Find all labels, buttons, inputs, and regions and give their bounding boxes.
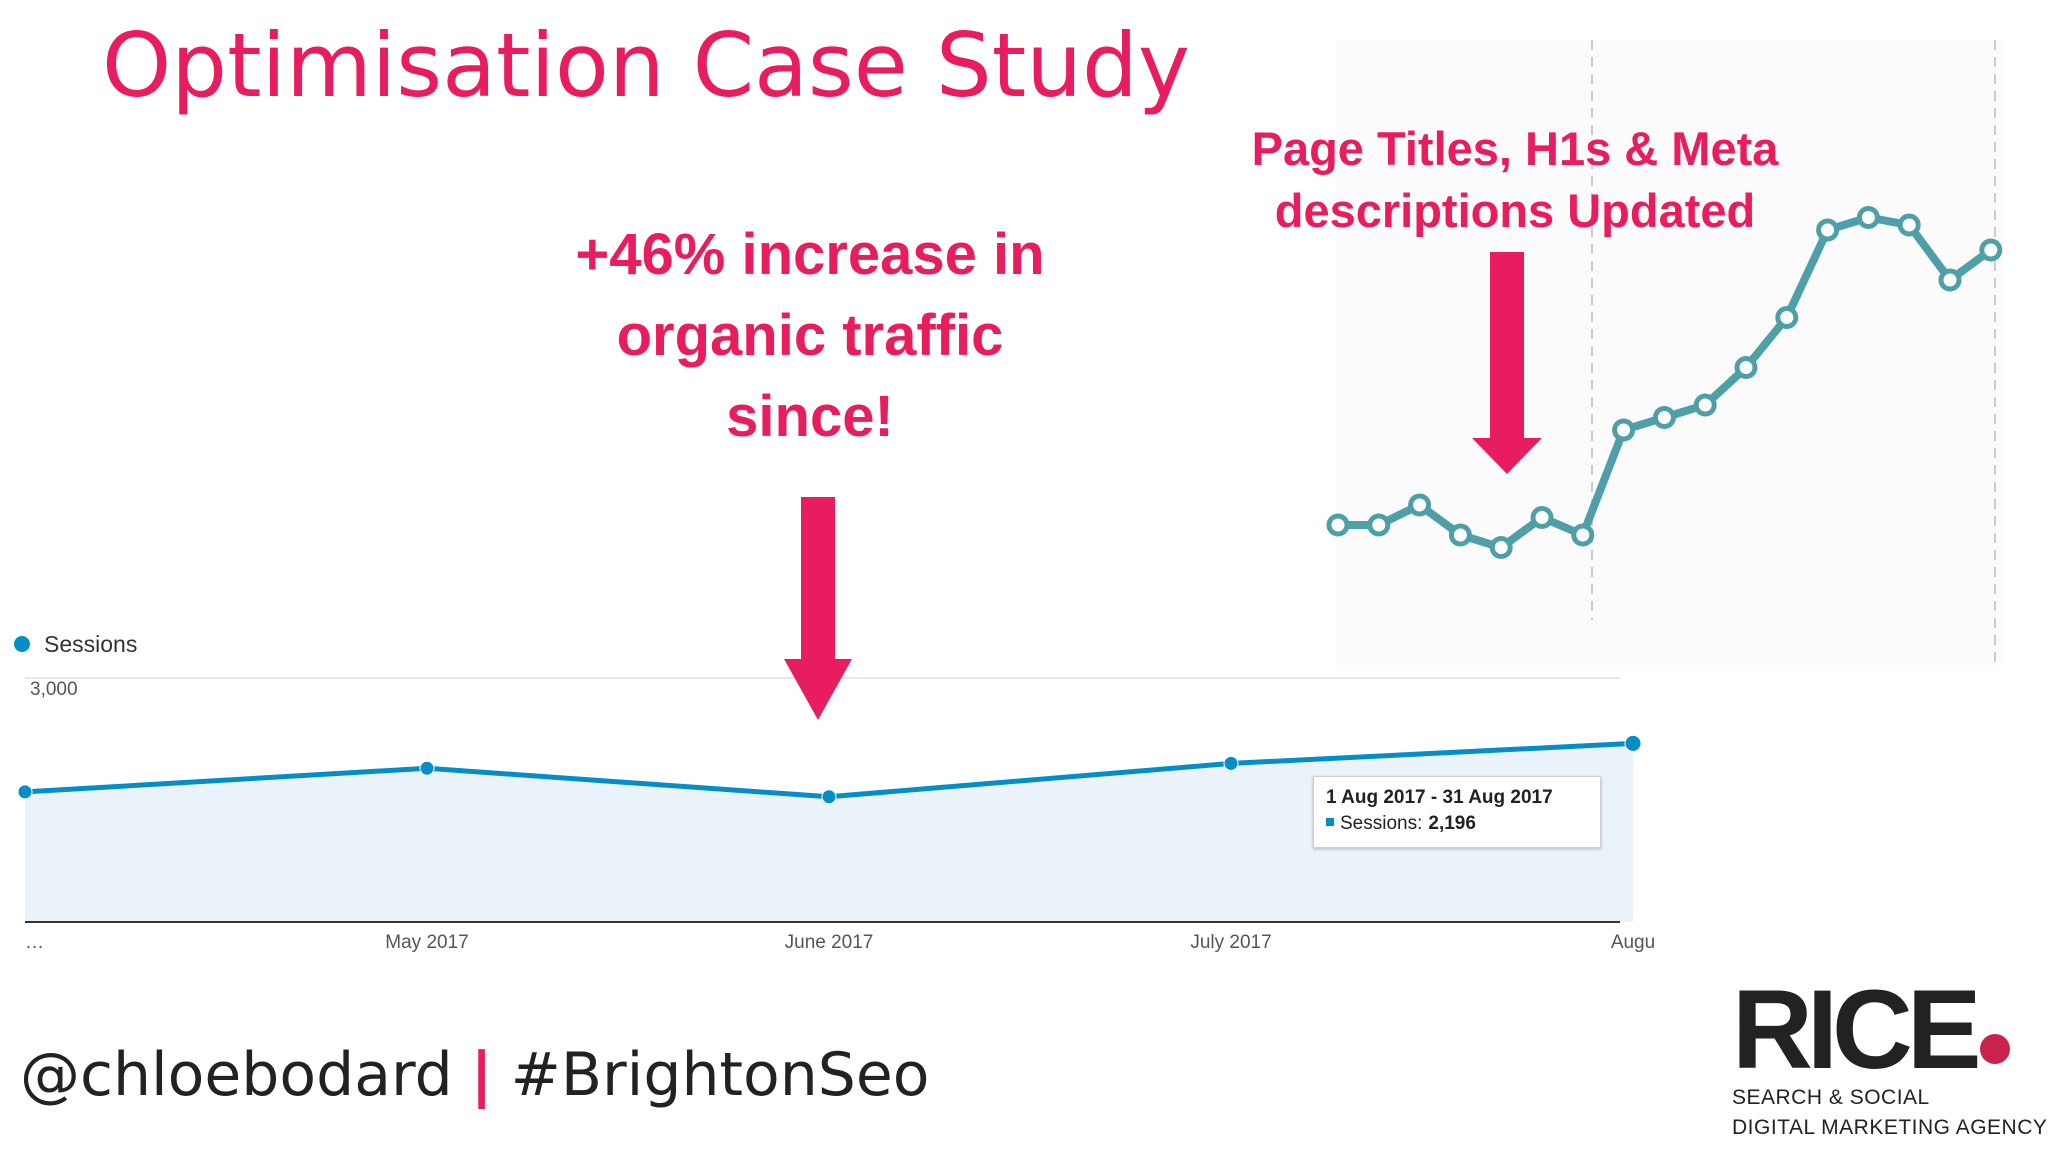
tooltip-value: 2,196: [1428, 813, 1476, 834]
inset-data-point: [1367, 513, 1391, 537]
callout-line: organic traffic: [616, 303, 1004, 368]
down-arrow: [1472, 252, 1542, 474]
inset-data-point: [1612, 418, 1636, 442]
inset-data-point: [1856, 206, 1880, 229]
x-tick-label: June 2017: [785, 932, 874, 953]
down-arrow: [784, 497, 852, 720]
sessions-area: [25, 743, 1633, 922]
inset-data-point: [1979, 238, 2003, 262]
inset-data-point: [1652, 406, 1676, 429]
callout-line: +46% increase in: [575, 222, 1045, 287]
inset-data-point: [1897, 213, 1921, 237]
footer-separator: |: [470, 1040, 493, 1110]
data-point[interactable]: [1223, 755, 1239, 771]
inset-data-point: [1816, 218, 1840, 242]
inset-background: [1335, 40, 2003, 665]
inset-data-point: [1408, 493, 1432, 517]
tooltip-row: Sessions: 2,196: [1326, 813, 1476, 835]
inset-data-point: [1571, 523, 1595, 547]
x-tick-label: Augu: [1611, 932, 1655, 953]
inset-data-point: [1734, 356, 1758, 379]
inset-data-point: [1530, 506, 1554, 529]
slide-title: Optimisation Case Study: [102, 14, 1190, 117]
data-point[interactable]: [17, 784, 33, 800]
data-point[interactable]: [1624, 734, 1642, 752]
inset-data-point: [1693, 393, 1717, 417]
traffic-increase-callout: +46% increase in organic traffic since!: [520, 214, 1100, 457]
tooltip-date: 1 Aug 2017 - 31 Aug 2017: [1326, 787, 1553, 808]
callout-line: descriptions Updated: [1274, 184, 1756, 237]
twitter-handle: @chloebodard: [20, 1040, 453, 1110]
logo-wordmark: RICE: [1732, 967, 1982, 1092]
x-tick-label: …: [25, 932, 44, 953]
footer-social: @chloebodard | #BrightonSeo: [20, 1040, 929, 1110]
y-tick-label: 3,000: [30, 679, 78, 700]
data-point[interactable]: [419, 760, 435, 776]
x-tick-label: July 2017: [1190, 932, 1271, 953]
inset-data-point: [1775, 306, 1799, 329]
x-tick-label: May 2017: [385, 932, 468, 953]
legend-swatch: [14, 636, 30, 652]
inset-data-point: [1448, 523, 1472, 547]
callout-line: Page Titles, H1s & Meta: [1251, 122, 1779, 175]
inset-chart: [1326, 40, 2003, 665]
logo-tagline: DIGITAL MARKETING AGENCY: [1732, 1116, 2048, 1139]
tooltip-label: Sessions:: [1340, 813, 1423, 834]
data-point[interactable]: [821, 789, 837, 805]
rice-logo: RICE SEARCH & SOCIAL DIGITAL MARKETING A…: [1732, 967, 2048, 1140]
callout-line: since!: [726, 384, 894, 449]
logo-tagline: SEARCH & SOCIAL: [1732, 1086, 1930, 1109]
metadata-update-callout: Page Titles, H1s & Meta descriptions Upd…: [1205, 118, 1825, 242]
chart-tooltip: 1 Aug 2017 - 31 Aug 2017 Sessions: 2,196: [1313, 776, 1601, 848]
inset-data-point: [1938, 268, 1962, 292]
event-hashtag: #BrightonSeo: [510, 1040, 930, 1110]
tooltip-swatch: [1326, 818, 1334, 826]
logo-dot: [1979, 1034, 2010, 1064]
inset-data-point: [1326, 513, 1350, 537]
inset-data-point: [1489, 536, 1513, 559]
legend-label: Sessions: [44, 631, 137, 657]
